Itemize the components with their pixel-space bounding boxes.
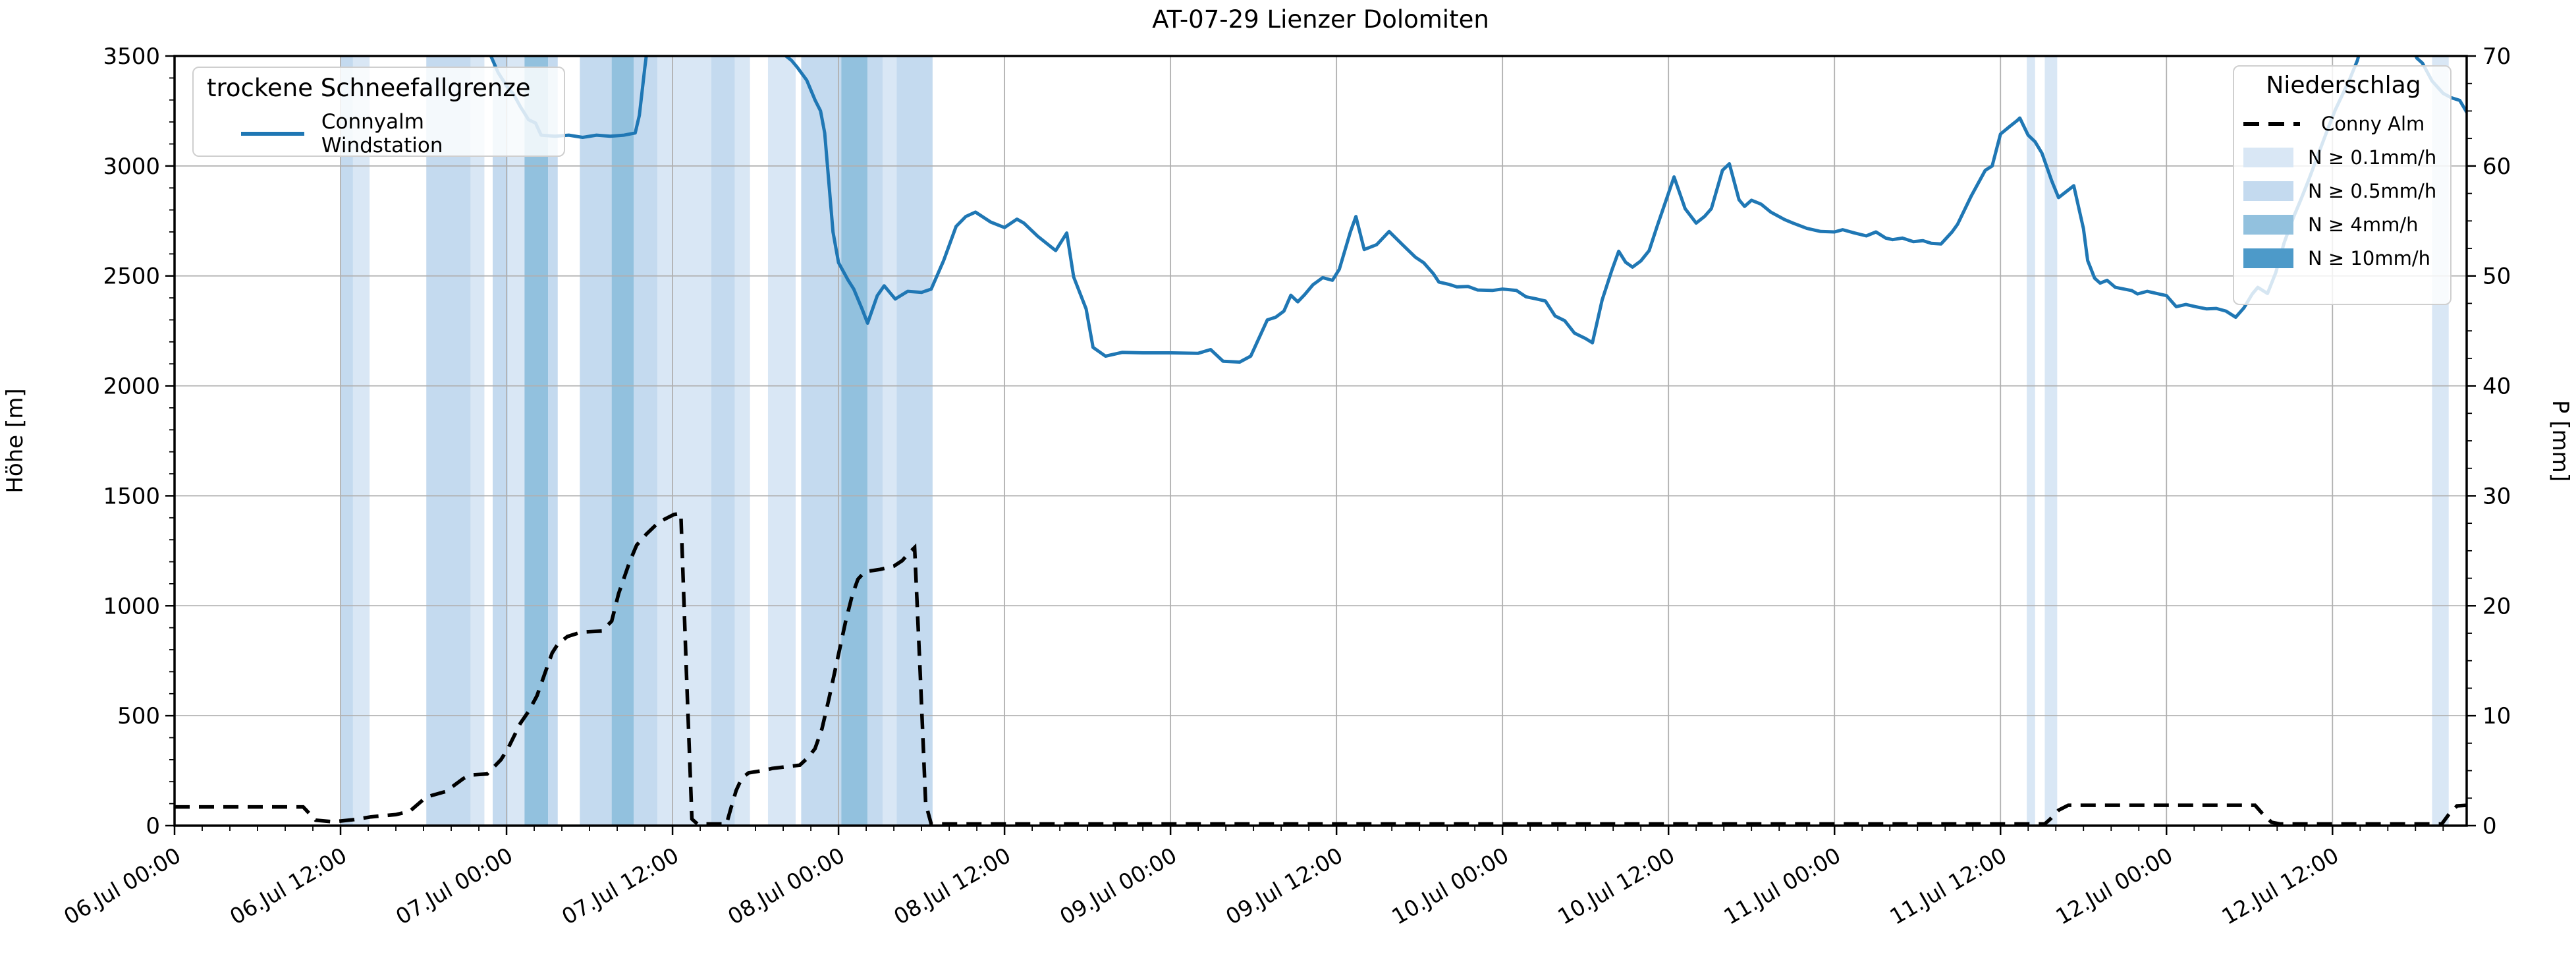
band-label-0.5: N ≥ 0.5mm/h [2308, 179, 2437, 202]
legend-snowline-item: Connyalm Windstation [241, 110, 552, 157]
x-tick-label: 11.Jul 12:00 [1885, 842, 2011, 930]
y-left-tick-label: 2500 [103, 264, 160, 290]
x-tick-label: 08.Jul 00:00 [723, 842, 849, 930]
band-swatch-4 [2243, 214, 2293, 235]
dashed-line-sample [2243, 121, 2300, 126]
x-tick-label: 08.Jul 12:00 [889, 842, 1015, 930]
legend-snowline: trockene Schneefallgrenze Connyalm Winds… [192, 67, 565, 157]
x-tick-label: 06.Jul 00:00 [59, 842, 185, 930]
precip-band [883, 56, 897, 826]
precip-bands [341, 56, 2449, 826]
y-right-tick-label: 0 [2482, 813, 2497, 839]
x-tick-label: 11.Jul 00:00 [1719, 842, 1845, 930]
x-tick-label: 07.Jul 00:00 [391, 842, 517, 930]
precip-band [352, 56, 370, 826]
y-left-tick-label: 1000 [103, 593, 160, 619]
precip-band [841, 56, 868, 826]
y-left-tick-label: 500 [117, 703, 160, 729]
precip-band [524, 56, 549, 826]
y-right-tick-label: 70 [2482, 43, 2511, 70]
legend-precip-item-0.1: N ≥ 0.1mm/h [2243, 146, 2444, 169]
legend-precip-item-conny-alm: Conny Alm [2243, 113, 2444, 135]
y-right-tick-label: 60 [2482, 154, 2511, 180]
precip-band [801, 56, 842, 826]
x-tick-label: 09.Jul 12:00 [1221, 842, 1347, 930]
x-tick-label: 12.Jul 12:00 [2217, 842, 2343, 930]
x-tick-label: 09.Jul 00:00 [1055, 842, 1181, 930]
band-swatch-10 [2243, 248, 2293, 268]
y-right-tick-label: 20 [2482, 593, 2511, 619]
band-swatch-0.5 [2243, 181, 2293, 201]
legend-precip-item-4: N ≥ 4mm/h [2243, 213, 2444, 236]
precip-band [426, 56, 471, 826]
band-swatch-0.1 [2243, 147, 2293, 167]
precip-band [580, 56, 612, 826]
precip-band [896, 56, 933, 826]
band-label-0.1: N ≥ 0.1mm/h [2308, 146, 2437, 169]
legend-snowline-title: trockene Schneefallgrenze [207, 74, 531, 102]
grid [175, 56, 2467, 826]
precip-band [493, 56, 508, 826]
x-tick-label: 07.Jul 12:00 [557, 842, 683, 930]
precip-band [2044, 56, 2058, 826]
precip-band [548, 56, 558, 826]
y-left-tick-label: 2000 [103, 374, 160, 400]
legend-precip-item-10: N ≥ 10mm/h [2243, 247, 2444, 269]
precip-band [470, 56, 485, 826]
chart-title: AT-07-29 Lienzer Dolomiten [1152, 5, 1489, 34]
y-right-axis-label: P [mm] [2547, 400, 2573, 482]
precip-band [734, 56, 750, 826]
snowline-line [489, 56, 2467, 364]
y-left-tick-label: 1500 [103, 483, 160, 509]
legend-precip-item-0.5: N ≥ 0.5mm/h [2243, 180, 2444, 202]
precip-band [634, 56, 657, 826]
snowline-line-sample [241, 132, 304, 136]
x-tick-label: 10.Jul 00:00 [1387, 842, 1513, 930]
precip-band [711, 56, 735, 826]
precip-band [611, 56, 634, 826]
band-label-4: N ≥ 4mm/h [2308, 213, 2419, 236]
x-tick-label: 12.Jul 00:00 [2051, 842, 2177, 930]
y-left-tick-label: 0 [146, 813, 160, 839]
precip-band [508, 56, 525, 826]
snowline-item-label: Connyalm Windstation [321, 110, 443, 158]
y-left-axis-label: Höhe [m] [2, 388, 28, 493]
x-tick-label: 06.Jul 12:00 [225, 842, 351, 930]
tick-labels: 06.Jul 00:00 06.Jul 12:00 07.Jul 00:00 07.J… [2, 43, 2573, 930]
precip-cumulative-line [175, 511, 2467, 826]
precip-band [657, 56, 711, 826]
band-label-10: N ≥ 10mm/h [2308, 246, 2430, 269]
precip-band [2027, 56, 2035, 826]
y-left-tick-label: 3500 [103, 43, 160, 70]
y-right-tick-label: 50 [2482, 264, 2511, 290]
legend-precip: Niederschlag Conny Alm N ≥ 0.1mm/h N ≥ 0… [2233, 65, 2452, 305]
conny-alm-label: Conny Alm [2321, 112, 2425, 135]
precip-band [867, 56, 883, 826]
x-tick-label: 10.Jul 12:00 [1553, 842, 1679, 930]
series [175, 56, 2467, 826]
legend-precip-title: Niederschlag [2266, 72, 2421, 99]
precip-band [767, 56, 796, 826]
y-right-tick-label: 10 [2482, 703, 2511, 729]
y-right-tick-label: 40 [2482, 374, 2511, 400]
y-right-tick-label: 30 [2482, 483, 2511, 509]
precip-band [341, 56, 353, 826]
y-left-tick-label: 3000 [103, 154, 160, 180]
axis-ticks [165, 55, 2476, 835]
